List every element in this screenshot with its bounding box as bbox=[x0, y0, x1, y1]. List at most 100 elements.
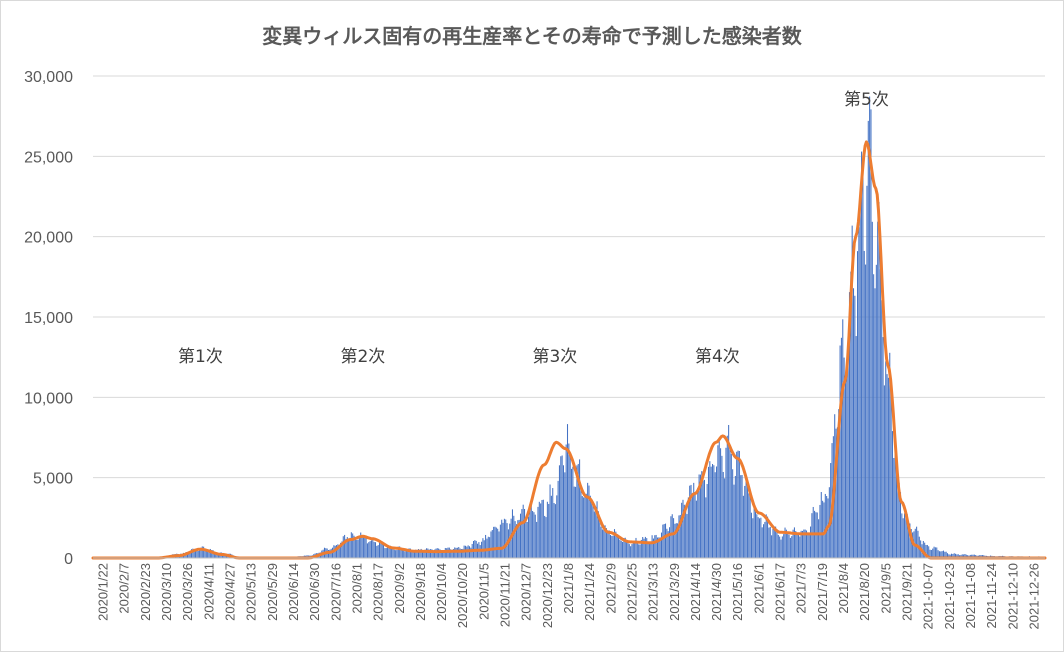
bar bbox=[818, 519, 820, 558]
y-tick-label: 10,000 bbox=[24, 390, 73, 407]
bar bbox=[779, 536, 781, 558]
bar bbox=[693, 482, 695, 558]
bar bbox=[546, 501, 548, 558]
bar bbox=[710, 466, 712, 558]
bar bbox=[952, 553, 954, 558]
bar bbox=[216, 553, 218, 558]
bar bbox=[349, 537, 351, 558]
bar bbox=[427, 548, 429, 558]
bar bbox=[189, 551, 191, 558]
bar bbox=[683, 504, 685, 558]
bar bbox=[916, 526, 918, 558]
bar bbox=[742, 495, 744, 558]
x-tick-label: 2021/4/14 bbox=[688, 563, 703, 621]
bar bbox=[393, 549, 395, 558]
bar bbox=[373, 541, 375, 558]
bar bbox=[811, 513, 813, 558]
bar bbox=[886, 374, 888, 558]
bar bbox=[763, 524, 765, 558]
bar bbox=[925, 544, 927, 558]
x-tick-label: 2021-12-10 bbox=[1005, 563, 1020, 630]
bar bbox=[413, 551, 415, 558]
x-tick-label: 2021/6/17 bbox=[773, 563, 788, 621]
x-tick-label: 2021/9/21 bbox=[899, 563, 914, 621]
bar bbox=[327, 549, 330, 558]
bar bbox=[391, 548, 393, 558]
y-tick-label: 30,000 bbox=[24, 69, 73, 86]
bar bbox=[940, 551, 942, 558]
bar bbox=[338, 546, 340, 558]
bar bbox=[745, 478, 747, 558]
bar bbox=[193, 549, 195, 558]
bar bbox=[898, 482, 900, 558]
x-tick-label: 2021/3/29 bbox=[667, 563, 682, 621]
x-tick-label: 2021/2/25 bbox=[624, 563, 639, 621]
bar bbox=[912, 532, 914, 558]
bar bbox=[549, 484, 551, 558]
bar bbox=[740, 475, 742, 558]
bar bbox=[548, 503, 550, 558]
bar bbox=[644, 536, 646, 558]
bar bbox=[789, 537, 791, 558]
bar bbox=[730, 453, 732, 558]
bar bbox=[419, 549, 421, 558]
bar bbox=[208, 549, 210, 558]
bar bbox=[697, 487, 699, 558]
wave-label: 第2次 bbox=[340, 347, 385, 367]
bar bbox=[585, 493, 587, 558]
bar bbox=[459, 548, 461, 558]
x-axis-tick-labels: 2020/1/22 2020/2/7 2020/2/23 2020/3/10 2020/… bbox=[96, 563, 1042, 630]
bar bbox=[584, 496, 586, 558]
bar bbox=[376, 545, 378, 558]
bar bbox=[493, 526, 495, 558]
bar bbox=[928, 546, 930, 558]
bar bbox=[819, 504, 821, 558]
x-tick-label: 2020/6/14 bbox=[286, 563, 301, 621]
bar bbox=[556, 495, 558, 558]
wave-label: 第1次 bbox=[178, 347, 223, 367]
bar bbox=[784, 527, 786, 558]
bar bbox=[618, 534, 620, 558]
bar bbox=[452, 548, 454, 558]
bar bbox=[675, 523, 677, 558]
bar bbox=[948, 554, 950, 558]
x-tick-label: 2021/5/16 bbox=[730, 563, 745, 621]
bar bbox=[522, 504, 524, 558]
bar bbox=[200, 547, 202, 558]
bar bbox=[877, 221, 879, 559]
bar bbox=[712, 463, 714, 558]
bar bbox=[521, 509, 523, 558]
bar bbox=[930, 549, 932, 558]
bar bbox=[369, 541, 371, 558]
bar bbox=[754, 510, 757, 558]
bar bbox=[505, 519, 507, 558]
bar bbox=[396, 549, 398, 558]
y-tick-label: 5,000 bbox=[33, 471, 73, 488]
bar bbox=[526, 521, 528, 558]
bar bbox=[732, 469, 734, 558]
bar bbox=[686, 514, 688, 558]
bar bbox=[438, 548, 440, 558]
bar bbox=[360, 532, 362, 558]
bar bbox=[944, 551, 946, 558]
bar bbox=[846, 372, 848, 558]
bar bbox=[491, 530, 493, 558]
bar bbox=[482, 538, 484, 558]
bar bbox=[381, 542, 383, 558]
bar bbox=[741, 475, 743, 558]
bar bbox=[801, 530, 804, 558]
bar bbox=[568, 443, 570, 558]
bar bbox=[797, 534, 799, 558]
bar bbox=[597, 511, 599, 558]
bar bbox=[885, 361, 887, 558]
bar bbox=[945, 551, 947, 558]
bar bbox=[356, 539, 358, 558]
bar bbox=[407, 549, 409, 558]
bar bbox=[799, 536, 801, 558]
bar bbox=[564, 472, 566, 558]
bar bbox=[771, 535, 773, 558]
bar bbox=[674, 523, 676, 558]
bar bbox=[368, 542, 370, 558]
wave-label: 第4次 bbox=[695, 347, 740, 367]
